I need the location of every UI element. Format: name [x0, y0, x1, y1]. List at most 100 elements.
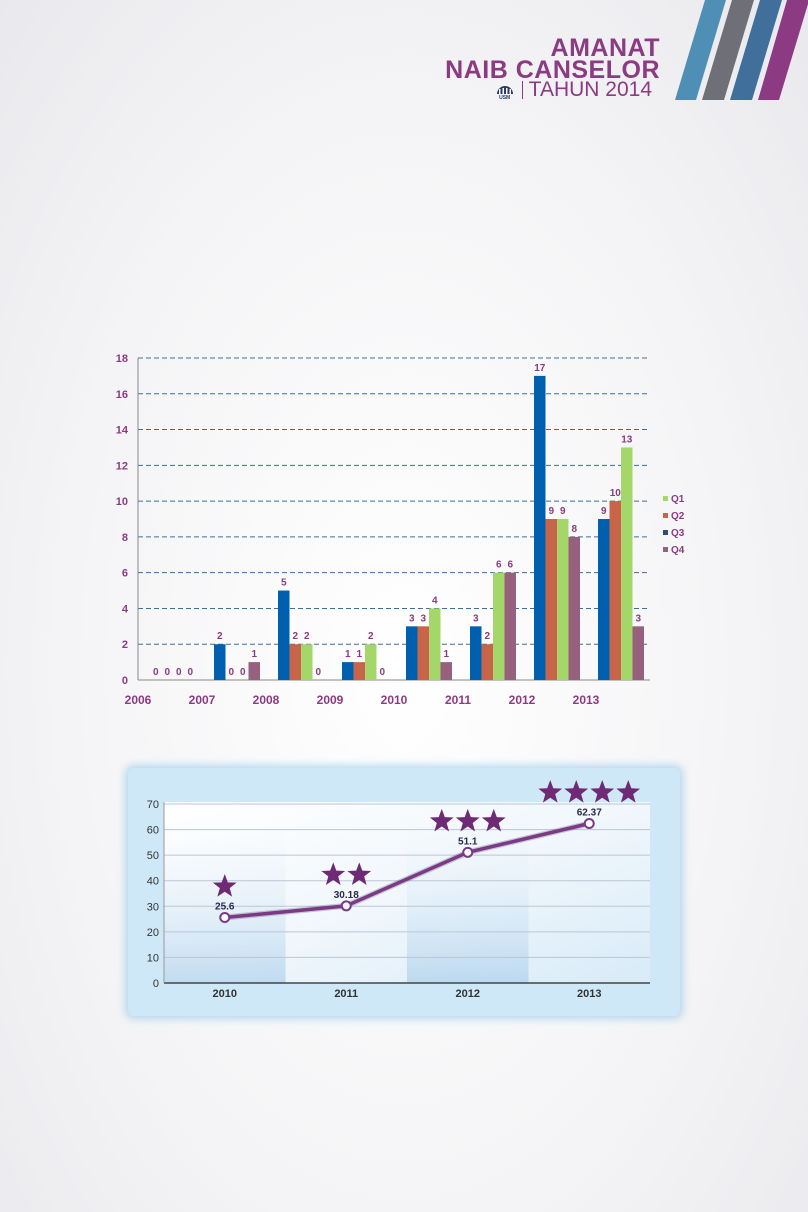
data-label: 51.1: [458, 836, 478, 847]
star-icon: [538, 780, 563, 803]
bar-value-label: 0: [315, 667, 321, 678]
bar-value-label: 1: [356, 649, 362, 660]
star-icon: [616, 780, 641, 803]
y-tick-label: 0: [153, 978, 159, 990]
header-subtitle: USM TAHUN 2014: [494, 78, 652, 101]
column-band: [164, 802, 286, 983]
bar-value-label: 17: [534, 363, 546, 374]
x-tick-label: 2006: [125, 693, 152, 707]
bar-value-label: 9: [560, 506, 566, 517]
y-tick-label: 16: [116, 389, 128, 401]
header: AMANAT NAIB CANSELOR USM TAHUN 2014: [0, 0, 808, 110]
data-point: [583, 818, 595, 830]
bar: [609, 501, 621, 680]
star-icon: [455, 808, 480, 832]
decorative-stripes: [675, 0, 808, 100]
bar-value-label: 8: [571, 524, 577, 535]
star-icon: [429, 808, 454, 832]
y-tick-label: 4: [122, 603, 129, 615]
bar: [493, 572, 505, 680]
bar-value-label: 3: [473, 613, 479, 624]
x-tick-label: 2012: [456, 988, 480, 1000]
bar-value-label: 2: [484, 631, 490, 642]
x-tick-label: 2011: [445, 693, 471, 707]
bar-value-label: 0: [228, 667, 234, 678]
header-title-line2: NAIB CANSELOR: [445, 56, 660, 84]
legend-swatch: [663, 513, 668, 518]
legend-label: Q4: [671, 545, 685, 556]
bar-value-label: 10: [610, 488, 622, 499]
header-title-line1: AMANAT: [550, 34, 660, 62]
bar-value-label: 2: [368, 631, 374, 642]
bar: [598, 519, 610, 680]
bar: [504, 572, 516, 680]
bar-value-label: 0: [153, 667, 159, 678]
y-tick-label: 50: [147, 850, 159, 862]
bar-value-label: 3: [409, 613, 415, 624]
bar: [470, 626, 482, 680]
star-icon: [347, 862, 372, 885]
star-icon: [590, 780, 615, 803]
bar: [545, 519, 557, 680]
legend-swatch: [663, 547, 668, 552]
y-tick-label: 0: [122, 675, 128, 687]
data-label: 62.37: [577, 808, 602, 819]
bar: [353, 662, 365, 680]
line-chart: 0 10 20 30 40 50 60 70 2010 2011 2012 2013 25.6 30.18…: [147, 780, 650, 1000]
x-tick-label: 2010: [381, 693, 408, 707]
bar: [534, 375, 546, 680]
star-icon: [481, 808, 506, 832]
bar: [406, 626, 418, 680]
y-tick-label: 8: [122, 532, 128, 544]
y-tick-label: 6: [122, 568, 128, 580]
bar: [289, 644, 301, 680]
y-tick-label: 30: [147, 901, 159, 913]
bar: [429, 608, 441, 680]
bar: [248, 662, 260, 680]
y-tick-label: 10: [147, 952, 159, 964]
bar-value-label: 9: [548, 506, 554, 517]
bar: [632, 626, 644, 680]
data-point: [219, 912, 231, 924]
bar: [214, 644, 226, 680]
bar: [557, 519, 569, 680]
bar-value-label: 0: [176, 667, 182, 678]
x-tick-label: 2011: [334, 988, 358, 1000]
legend-swatch: [663, 496, 668, 501]
bar-value-label: 3: [420, 613, 426, 624]
legend-swatch: [663, 530, 668, 535]
bar: [417, 626, 429, 680]
header-year: TAHUN 2014: [528, 78, 652, 101]
column-band: [407, 802, 529, 983]
bar-value-label: 13: [621, 434, 633, 445]
legend-label: Q3: [671, 528, 685, 539]
bar-value-label: 0: [187, 667, 193, 678]
bar: [301, 644, 313, 680]
bar-value-label: 1: [443, 649, 449, 660]
bar-value-label: 2: [217, 631, 223, 642]
bar: [278, 590, 290, 680]
data-label: 30.18: [334, 890, 359, 901]
y-tick-label: 70: [147, 799, 159, 811]
bar-value-label: 2: [304, 631, 310, 642]
x-tick-label: 2010: [213, 988, 237, 1000]
bar-value-label: 5: [281, 578, 287, 589]
university-logo: USM: [494, 80, 516, 101]
bar: [481, 644, 493, 680]
data-point: [462, 846, 474, 858]
legend-label: Q1: [671, 494, 685, 505]
data-label: 25.6: [215, 902, 235, 913]
x-tick-label: 2012: [509, 693, 536, 707]
bar-value-label: 1: [345, 649, 351, 660]
legend-label: Q2: [671, 511, 685, 522]
bar: [342, 662, 354, 680]
bar-value-label: 6: [507, 560, 513, 571]
x-tick-label: 2007: [189, 693, 216, 707]
y-tick-label: 60: [147, 825, 159, 837]
star-icon: [564, 780, 589, 803]
y-tick-label: 2: [122, 639, 128, 651]
bar-value-label: 3: [635, 613, 641, 624]
bar: [440, 662, 452, 680]
bar-value-label: 6: [496, 560, 502, 571]
